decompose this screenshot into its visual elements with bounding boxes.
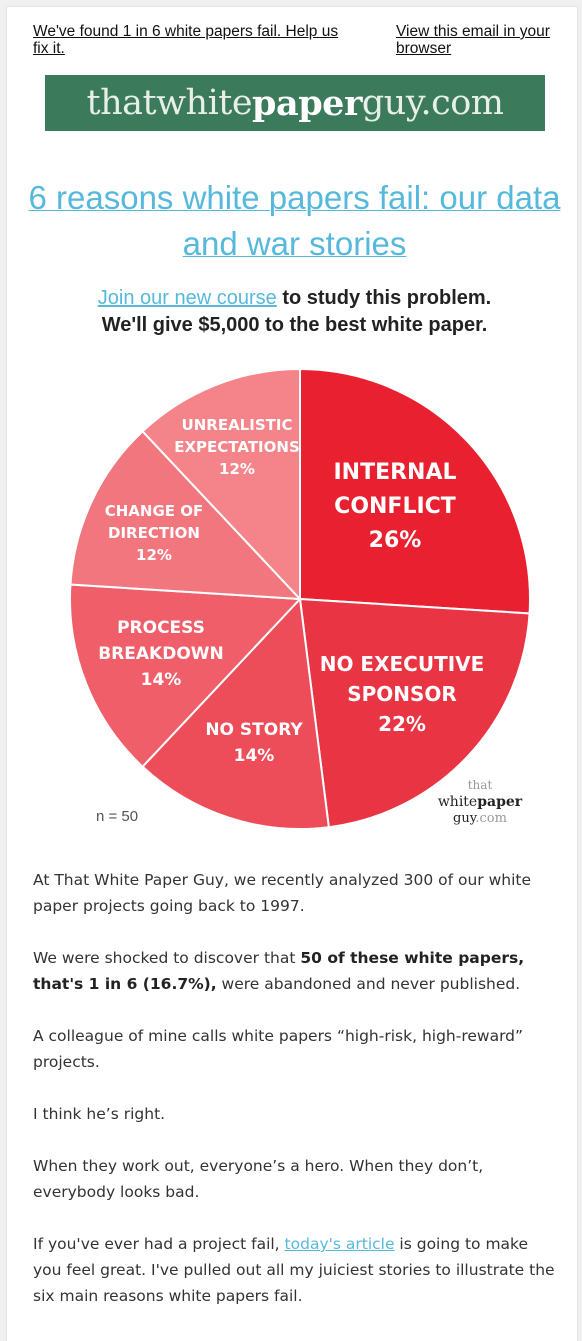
pie-slice-label-6: UNREALISTIC EXPECTATIONS 12% bbox=[174, 416, 300, 478]
subhead: Join our new course to study this proble… bbox=[27, 285, 562, 339]
paragraph-6-text-b: is going to make you feel great. I've pu… bbox=[33, 1235, 555, 1305]
svg-text:that: that bbox=[468, 778, 493, 792]
pie-slice-label-1: INTERNAL CONFLICT 26% bbox=[333, 460, 456, 553]
subhead-prize-text: We'll give $5,000 to the best white pape… bbox=[101, 314, 488, 336]
svg-text:whitepaper: whitepaper bbox=[438, 794, 523, 810]
article-body: At That White Paper Guy, we recently ana… bbox=[33, 867, 557, 1335]
pie-slice-5 bbox=[69, 429, 303, 601]
pie-chart: INTERNAL CONFLICT 26% NO EXECUTIVE SPONSOR 22… bbox=[69, 367, 531, 830]
paragraph-4: I think he’s right. bbox=[33, 1105, 166, 1123]
pie-slice-label-2: NO EXECUTIVE SPONSOR 22% bbox=[320, 652, 485, 736]
pie-slice-3 bbox=[141, 596, 330, 830]
sample-size-note: n = 50 bbox=[96, 808, 138, 825]
banner-text-that-white: thatwhite bbox=[86, 83, 253, 123]
course-link[interactable]: Join our new course bbox=[97, 287, 277, 309]
pie-slice-label-4: PROCESS BREAKDOWN 14% bbox=[98, 618, 224, 690]
pie-slice-6 bbox=[141, 367, 301, 602]
paragraph-2-text-c: were abandoned and never published. bbox=[216, 975, 521, 993]
paragraph-1: At That White Paper Guy, we recently ana… bbox=[33, 871, 532, 915]
banner-text-paper: paper bbox=[252, 82, 362, 124]
pie-slice-label-3: NO STORY 14% bbox=[205, 720, 303, 766]
paragraph-6-text-a: If you've ever had a project fail, bbox=[33, 1235, 285, 1253]
paragraph-5: When they work out, everyone’s a hero. W… bbox=[33, 1157, 484, 1201]
email-container: We've found 1 in 6 white papers fail. He… bbox=[6, 6, 578, 1341]
pie-slice-1 bbox=[299, 367, 531, 615]
paragraph-6: If you've ever had a project fail, today… bbox=[33, 1231, 557, 1309]
banner-text-guy-com: guy.com bbox=[361, 83, 504, 123]
headline-link[interactable]: 6 reasons white papers fail: our data an… bbox=[28, 179, 561, 262]
preheader-teaser-link[interactable]: We've found 1 in 6 white papers fail. He… bbox=[33, 23, 339, 57]
brand-banner[interactable]: thatwhite paper guy.com bbox=[45, 75, 545, 131]
paragraph-2: We were shocked to discover that 50 of t… bbox=[33, 945, 557, 997]
pie-slice-label-5: CHANGE OF DIRECTION 12% bbox=[105, 502, 204, 564]
todays-article-link[interactable]: today's article bbox=[284, 1235, 395, 1253]
paragraph-3: A colleague of mine calls white papers “… bbox=[33, 1027, 524, 1071]
paragraph-2-bold: 50 of these white papers, that's 1 in 6 … bbox=[33, 949, 525, 993]
subhead-text: to study this problem. bbox=[276, 287, 492, 309]
pie-slice-4 bbox=[69, 583, 303, 769]
view-in-browser-link[interactable]: View this email in your browser bbox=[396, 23, 550, 57]
paragraph-2-text-a: We were shocked to discover that bbox=[33, 949, 301, 967]
pie-slice-2 bbox=[298, 597, 531, 829]
svg-text:guy.com: guy.com bbox=[453, 811, 507, 826]
